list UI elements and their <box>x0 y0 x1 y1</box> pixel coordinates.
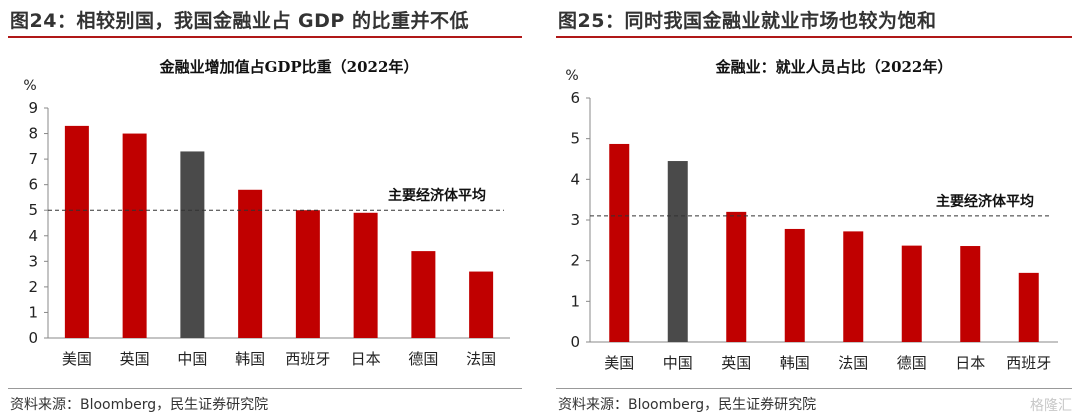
source-note: 资料来源：Bloomberg，民生证券研究院 <box>558 397 817 413</box>
watermark-logo: 格隆汇 <box>1030 398 1072 414</box>
bar-7 <box>1018 272 1039 342</box>
x-tick-label: 日本 <box>351 350 381 368</box>
source-note: 资料来源：Bloomberg，民生证券研究院 <box>10 397 269 413</box>
bar-1 <box>122 133 147 338</box>
y-tick-label: 1 <box>28 303 38 321</box>
bar-6 <box>960 246 981 342</box>
bar-2 <box>726 211 747 342</box>
y-tick-label: 4 <box>28 227 38 245</box>
y-tick-label: 5 <box>570 130 580 148</box>
x-tick-label: 韩国 <box>235 350 265 368</box>
bar-2 <box>180 151 205 338</box>
bar-0 <box>609 143 630 342</box>
x-tick-label: 中国 <box>177 350 207 368</box>
x-tick-label: 中国 <box>663 354 693 372</box>
bottom-rule <box>8 388 522 389</box>
title-rule <box>556 36 1072 38</box>
reference-line-label: 主要经济体平均 <box>936 193 1034 210</box>
y-tick-label: 7 <box>28 150 38 168</box>
y-tick-label: 3 <box>28 252 38 270</box>
y-tick-label: 5 <box>28 201 38 219</box>
y-tick-label: 0 <box>570 333 580 351</box>
bar-4 <box>843 231 864 342</box>
y-tick-label: 6 <box>28 176 38 194</box>
chart-title: 金融业：就业人员占比（2022年） <box>715 58 953 76</box>
x-tick-label: 德国 <box>408 350 438 368</box>
bar-5 <box>353 212 378 338</box>
chart-title: 金融业增加值占GDP比重（2022年） <box>159 58 419 76</box>
bar-4 <box>295 210 320 338</box>
gdp-share-bar-chart: 金融业增加值占GDP比重（2022年）% 0 1 2 3 4 5 6 7 8 9 美国 英国 中国 韩国 西班… <box>23 58 510 368</box>
x-tick-label: 法国 <box>466 350 496 368</box>
x-tick-label: 英国 <box>721 354 751 372</box>
x-tick-label: 英国 <box>120 350 150 368</box>
figure-title: 图25：同时我国金融业就业市场也较为饱和 <box>558 10 937 32</box>
y-axis-unit-label: % <box>23 78 36 94</box>
y-tick-label: 6 <box>570 89 580 107</box>
x-tick-label: 韩国 <box>780 354 810 372</box>
bar-1 <box>667 161 688 342</box>
bottom-rule <box>556 388 1072 389</box>
figure-title: 图24：相较别国，我国金融业占 GDP 的比重并不低 <box>10 10 469 32</box>
x-tick-label: 西班牙 <box>285 350 330 368</box>
x-tick-label: 德国 <box>897 354 927 372</box>
bar-0 <box>64 125 89 338</box>
bar-5 <box>901 245 922 342</box>
y-tick-label: 2 <box>28 278 38 296</box>
x-tick-label: 西班牙 <box>1006 354 1051 372</box>
left-figure-panel: 图24：相较别国，我国金融业占 GDP 的比重并不低 金融业增加值占GDP比重（… <box>0 0 530 419</box>
employment-share-bar-chart: 金融业：就业人员占比（2022年）% 0 1 2 3 4 5 6 美国 中国 英国 韩国 法国 德国 日本 西… <box>565 58 1058 372</box>
y-tick-label: 2 <box>570 252 580 270</box>
reference-line-label: 主要经济体平均 <box>388 187 486 204</box>
bar-3 <box>784 228 805 342</box>
x-tick-label: 美国 <box>604 354 634 372</box>
y-tick-label: 9 <box>28 99 38 117</box>
y-tick-label: 4 <box>570 170 580 188</box>
title-rule <box>8 36 522 38</box>
y-tick-label: 8 <box>28 125 38 143</box>
x-tick-label: 法国 <box>838 354 868 372</box>
y-tick-label: 3 <box>570 211 580 229</box>
bar-7 <box>469 271 494 338</box>
y-tick-label: 0 <box>28 329 38 347</box>
x-tick-label: 美国 <box>62 350 92 368</box>
bar-6 <box>411 251 436 338</box>
bar-3 <box>238 189 263 338</box>
y-axis-unit-label: % <box>565 68 578 84</box>
x-tick-label: 日本 <box>955 354 985 372</box>
right-figure-panel: 图25：同时我国金融业就业市场也较为饱和 金融业：就业人员占比（2022年）% 0… <box>548 0 1080 419</box>
y-tick-label: 1 <box>570 292 580 310</box>
